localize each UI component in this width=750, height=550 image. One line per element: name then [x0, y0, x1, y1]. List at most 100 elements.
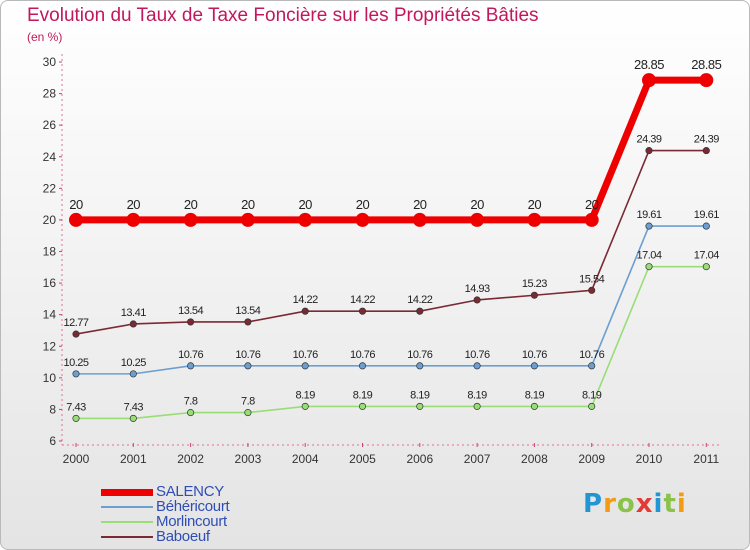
proxiti-logo: Proxiti: [583, 489, 687, 519]
data-label-salency: 28.85: [634, 57, 664, 72]
data-point-behericourt: [244, 362, 252, 370]
logo-letter: r: [603, 489, 617, 519]
y-tick-label: 26: [43, 118, 57, 132]
y-tick-label: 16: [43, 276, 57, 290]
legend-label-baboeuf: Baboeuf: [156, 528, 210, 545]
y-tick-label: 12: [43, 339, 57, 353]
logo-letter: x: [635, 489, 654, 519]
y-tick-label: 14: [43, 308, 57, 322]
data-label-salency: 20: [470, 197, 484, 212]
data-point-morlincourt: [187, 409, 195, 417]
data-label-baboeuf: 12.77: [63, 317, 88, 329]
data-label-salency: 20: [184, 197, 198, 212]
data-point-salency: [183, 212, 198, 227]
data-point-baboeuf: [702, 147, 710, 155]
data-label-behericourt: 10.76: [579, 349, 604, 361]
logo-letter: t: [663, 489, 677, 519]
data-point-behericourt: [588, 362, 596, 370]
data-point-baboeuf: [129, 320, 137, 328]
x-tick-label: 2001: [120, 452, 147, 466]
data-label-baboeuf: 24.39: [636, 134, 661, 146]
data-label-salency: 20: [127, 197, 141, 212]
x-tick-label: 2007: [464, 452, 491, 466]
y-tick-label: 6: [49, 434, 56, 448]
data-point-baboeuf: [530, 291, 538, 299]
data-point-behericourt: [530, 362, 538, 370]
data-point-salency: [126, 212, 141, 227]
data-label-salency: 20: [356, 197, 370, 212]
data-point-salency: [584, 212, 599, 227]
data-point-morlincourt: [301, 402, 309, 410]
data-label-behericourt: 10.25: [121, 357, 146, 369]
logo-letter: P: [583, 489, 604, 519]
data-label-behericourt: 19.61: [636, 209, 661, 221]
data-point-behericourt: [473, 362, 481, 370]
data-label-morlincourt: 17.04: [694, 250, 719, 262]
y-tick-label: 24: [43, 150, 57, 164]
data-point-behericourt: [358, 362, 367, 370]
data-point-morlincourt: [72, 414, 80, 422]
data-point-salency: [470, 212, 485, 227]
data-point-salency: [69, 212, 83, 227]
data-label-morlincourt: 8.19: [410, 389, 430, 401]
x-tick-label: 2006: [406, 452, 433, 466]
data-point-baboeuf: [473, 296, 481, 304]
y-tick-label: 28: [43, 87, 57, 101]
data-point-morlincourt: [244, 409, 252, 417]
logo-letter: i: [653, 489, 664, 519]
data-point-baboeuf: [588, 286, 596, 294]
data-point-morlincourt: [645, 263, 653, 271]
legend-swatch-morlincourt: [101, 521, 153, 523]
data-label-baboeuf: 13.54: [178, 305, 203, 317]
data-point-salency: [527, 212, 542, 227]
x-tick-label: 2002: [177, 452, 204, 466]
data-point-salency: [642, 73, 656, 88]
data-point-baboeuf: [187, 318, 195, 326]
data-label-baboeuf: 14.22: [350, 294, 375, 306]
data-label-salency: 20: [298, 197, 312, 212]
y-tick-label: 22: [43, 181, 57, 195]
x-tick-label: 2008: [521, 452, 548, 466]
data-point-behericourt: [645, 222, 653, 230]
data-point-behericourt: [702, 222, 710, 230]
data-label-baboeuf: 13.41: [121, 307, 146, 319]
y-tick-label: 20: [43, 213, 57, 227]
data-label-morlincourt: 7.8: [241, 396, 255, 408]
data-label-morlincourt: 8.19: [582, 389, 602, 401]
chart-title: Evolution du Taux de Taxe Foncière sur l…: [27, 5, 539, 26]
data-point-baboeuf: [244, 318, 252, 326]
data-point-salency: [298, 212, 313, 227]
data-point-morlincourt: [358, 402, 367, 410]
data-label-behericourt: 10.76: [522, 349, 547, 361]
data-point-baboeuf: [645, 147, 653, 155]
data-label-morlincourt: 7.43: [66, 401, 86, 413]
logo-letter: o: [616, 489, 636, 519]
data-label-baboeuf: 14.22: [293, 294, 318, 306]
data-point-morlincourt: [473, 402, 481, 410]
y-tick-label: 18: [43, 245, 57, 259]
data-label-morlincourt: 7.8: [184, 396, 198, 408]
data-point-salency: [355, 212, 370, 227]
data-label-morlincourt: 7.43: [124, 401, 144, 413]
data-label-behericourt: 19.61: [694, 209, 719, 221]
data-label-baboeuf: 24.39: [694, 134, 719, 146]
data-label-morlincourt: 17.04: [636, 250, 661, 262]
data-label-baboeuf: 14.93: [465, 283, 490, 295]
data-point-morlincourt: [588, 402, 596, 410]
data-label-behericourt: 10.25: [63, 357, 88, 369]
x-tick-label: 2010: [636, 452, 663, 466]
legend-label-behericourt: Béhéricourt: [156, 498, 230, 515]
x-tick-label: 2003: [235, 452, 262, 466]
legend-swatch-baboeuf: [101, 536, 153, 538]
data-label-morlincourt: 8.19: [295, 389, 315, 401]
data-label-behericourt: 10.76: [235, 349, 260, 361]
data-label-morlincourt: 8.19: [525, 389, 545, 401]
series-line-behericourt: [76, 225, 707, 375]
series-line-morlincourt: [76, 265, 707, 420]
data-point-salency: [240, 212, 255, 227]
data-label-baboeuf: 14.22: [407, 294, 432, 306]
data-point-behericourt: [129, 370, 137, 378]
data-label-morlincourt: 8.19: [467, 389, 487, 401]
